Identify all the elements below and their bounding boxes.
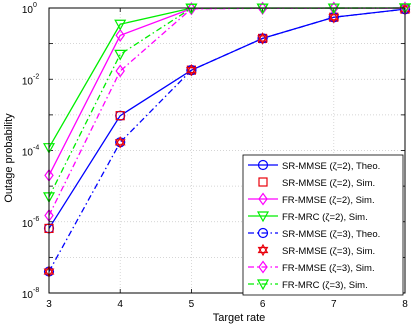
x-tick-label: 6 [260,299,266,310]
series-3 [44,1,410,182]
legend-item: FR-MMSE (ζ=3), Sim. [248,260,375,274]
y-tick-label: 10 [22,76,34,87]
legend-marker [256,211,270,223]
x-tick-label: 5 [189,299,195,310]
x-tick-label: 7 [331,299,337,310]
x-tick-label: 3 [46,299,52,310]
data-point [114,49,127,61]
series-line [48,7,406,149]
legend-label: SR-MMSE (ζ=2), Sim. [282,178,375,189]
x-tick-label: 4 [117,299,123,310]
data-point [256,3,269,15]
data-point [328,11,340,24]
data-point [115,64,125,78]
legend-marker [257,243,269,257]
legend-label: SR-MMSE (ζ=2), Theo. [282,161,380,172]
legend-marker [258,260,268,274]
legend-item: FR-MRC (ζ=2), Sim. [248,211,368,223]
y-tick-exponent: -2 [33,73,39,80]
y-tick-label: 10 [22,148,34,159]
legend-item: SR-MMSE (ζ=3), Theo. [248,227,380,240]
series-6 [43,2,411,278]
y-tick-label: 10 [22,5,34,16]
legend-item: SR-MMSE (ζ=2), Theo. [248,159,380,172]
legend-marker [256,279,270,291]
data-point [114,136,126,149]
legend-label: FR-MMSE (ζ=3), Sim. [282,263,375,274]
y-tick-label: 10 [22,219,34,230]
legend-box [242,154,404,296]
legend-label: SR-MMSE (ζ=3), Sim. [282,246,375,257]
data-point [115,111,125,121]
legend-label: FR-MRC (ζ=3), Sim. [282,280,368,291]
legend-marker [258,192,268,206]
x-axis-label: Target rate [213,312,266,324]
y-tick-label: 10 [22,290,34,301]
data-point [115,28,125,42]
legend-item: SR-MMSE (ζ=3), Sim. [257,243,375,257]
legend-item: FR-MRC (ζ=3), Sim. [248,279,368,291]
legend-marker [257,227,269,239]
y-tick-exponent: -6 [33,216,39,223]
series-line [48,8,406,272]
data-point [257,32,268,45]
legend-marker [258,177,268,187]
legend-label: FR-MRC (ζ=2), Sim. [282,212,368,223]
y-tick-exponent: -4 [33,145,39,152]
legend-item: FR-MMSE (ζ=2), Sim. [248,192,375,206]
x-tick-labels: 3 4 5 6 7 8 [46,299,408,310]
data-point [186,63,197,77]
data-point [114,19,127,31]
y-tick-exponent: -8 [33,287,39,294]
legend-marker [257,159,269,171]
plot-frame [48,7,406,294]
legend-label: FR-MMSE (ζ=2), Sim. [282,195,375,206]
y-tick-exponent: 0 [33,2,37,9]
data-point [185,3,198,15]
x-tick-label: 8 [402,299,408,310]
data-point [327,3,340,15]
legend: SR-MMSE (ζ=2), Theo. SR-MMSE (ζ=2), Sim. F… [242,154,404,296]
legend-item: SR-MMSE (ζ=2), Sim. [258,177,375,189]
legend-label: SR-MMSE (ζ=3), Theo. [282,229,380,240]
data-point [398,3,412,15]
y-axis-label: Outage probability [3,113,15,203]
